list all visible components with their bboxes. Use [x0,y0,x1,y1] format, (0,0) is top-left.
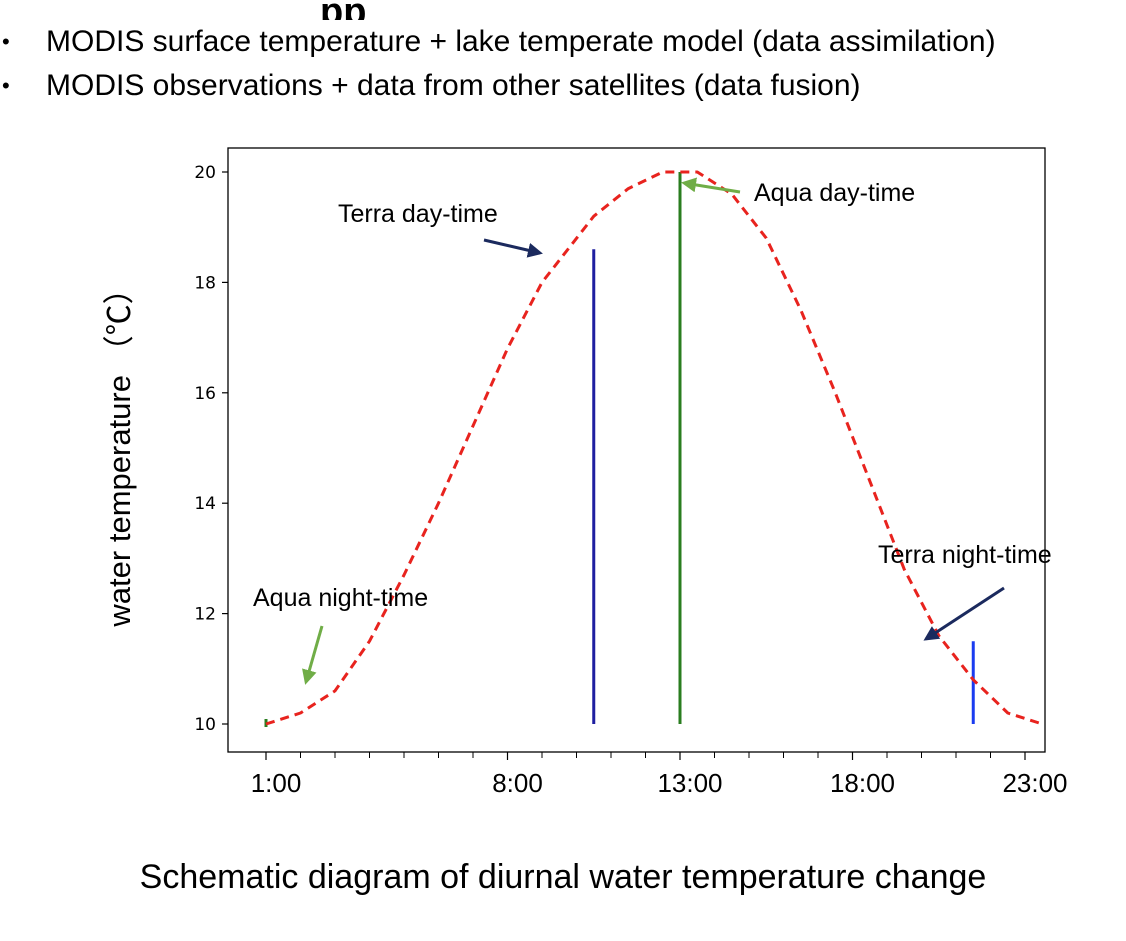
y-tick-label: 16 [194,384,216,404]
annotation-arrow [923,586,1005,641]
heading-fragment: pp [320,0,380,20]
annotation-arrow [681,177,741,194]
annotation-label: Aqua day-time [754,179,915,207]
bullet-item: • MODIS surface temperature + lake tempe… [0,20,1126,64]
x-tick-label: 1:00 [251,768,302,798]
temperature-curve [265,170,1043,726]
x-tick-label: 23:00 [1002,768,1067,798]
bullet-text: MODIS surface temperature + lake tempera… [46,25,996,58]
x-tick-label: 18:00 [830,768,895,798]
x-tick-label: 13:00 [657,768,722,798]
y-tick-label: 20 [194,163,216,183]
y-tick-label: 18 [194,273,216,293]
bullet-item: • MODIS observations + data from other s… [0,64,1126,108]
x-tick-label: 8:00 [492,768,543,798]
y-tick-label: 12 [194,605,216,625]
y-axis-label: water temperature （℃） [102,273,137,627]
bullet-list: pp • MODIS surface temperature + lake te… [0,0,1126,108]
annotation-label: Terra day-time [338,200,498,228]
bullet-marker: • [2,29,10,54]
annotation-arrow [483,238,543,258]
annotation-arrow [302,625,324,685]
chart-caption: Schematic diagram of diurnal water tempe… [139,858,987,896]
bullet-text: MODIS observations + data from other sat… [46,69,861,102]
bullet-marker: • [2,73,10,98]
y-tick-label: 10 [194,715,216,735]
annotation-label: Terra night-time [878,541,1052,569]
y-tick-label: 14 [194,494,216,514]
heading-fragment-text: pp [320,0,366,20]
annotation-label: Aqua night-time [253,584,428,612]
plot-frame [227,147,1046,753]
